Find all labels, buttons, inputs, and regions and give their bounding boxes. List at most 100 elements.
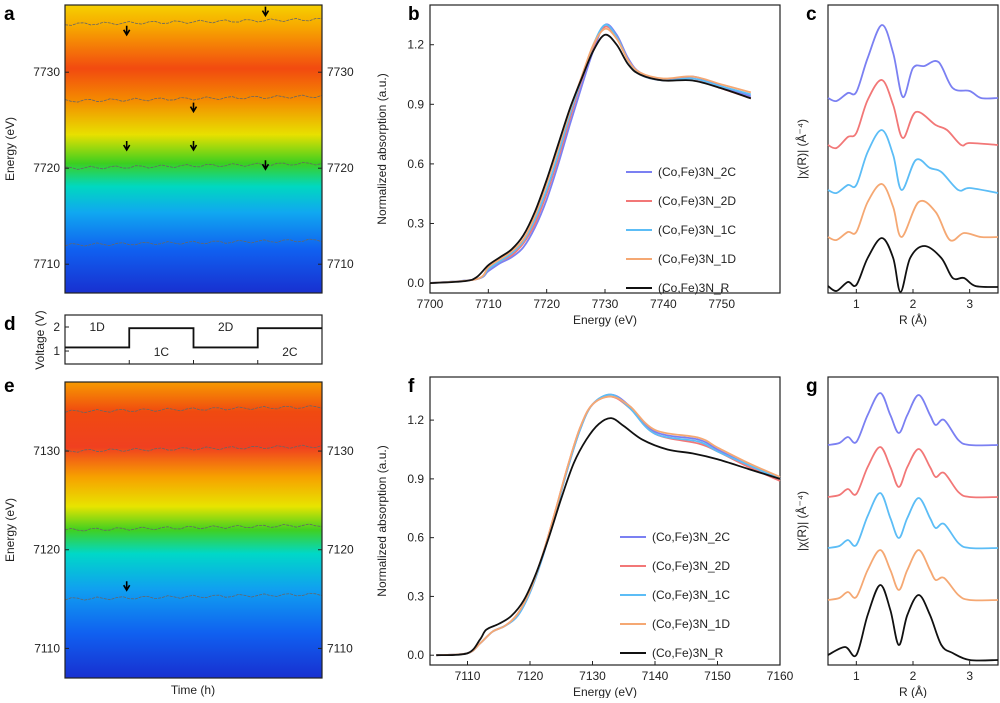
legend-label-1C: (Co,Fe)3N_1C	[658, 223, 736, 237]
panel-f: 7110 7120 7130 7140 7150 7160 0.0 0.3 0.6 0.9 1.2 E…	[375, 376, 794, 699]
legend-label-R: (Co,Fe)3N_R	[652, 646, 724, 660]
series-line-R	[827, 584, 999, 662]
y-tick-label-right: 7710	[327, 257, 354, 271]
panel-a: 7710 7710 7720 7720 7730 7730 Energy (eV)	[3, 4, 354, 294]
ylabel-e: Energy (eV)	[3, 498, 17, 562]
series-line-1D	[827, 549, 999, 602]
frame-g	[827, 376, 999, 666]
arrow-marker	[122, 141, 131, 152]
y-tick-label: 1.2	[407, 413, 424, 427]
arrow-marker	[189, 102, 198, 114]
x-axis-label: Energy (eV)	[573, 313, 637, 327]
frame-c	[827, 4, 999, 294]
segment-label-1D: 1D	[89, 320, 105, 334]
legend-label-2D: (Co,Fe)3N_2D	[658, 194, 736, 208]
segment-label-2D: 2D	[218, 320, 234, 334]
arrow-marker	[261, 160, 270, 171]
series-line-2D	[827, 79, 999, 150]
y-axis-label: Normalized absorption (a.u.)	[375, 73, 389, 224]
frame-f	[429, 376, 781, 666]
y-tick-label: 7120	[33, 543, 60, 557]
contour-line	[64, 238, 323, 247]
series-line-1D	[429, 27, 752, 284]
y-tick-label: 7720	[33, 161, 60, 175]
contour-line	[64, 592, 323, 601]
y-tick-label-right: 7720	[327, 161, 354, 175]
x-tick-label: 7120	[517, 669, 544, 683]
legend-label-R: (Co,Fe)3N_R	[658, 281, 730, 295]
series-line-1C	[827, 492, 999, 550]
x-tick-label: 7740	[650, 297, 677, 311]
series-line-2D	[429, 25, 752, 284]
arrow-marker	[122, 581, 131, 592]
panel-c: 1 2 3 R (Å) |χ(R)| (Å⁻⁴)	[794, 4, 999, 327]
series-line-R	[827, 237, 999, 293]
x-axis-label: R (Å)	[899, 684, 927, 698]
contours-a	[64, 6, 323, 247]
segment-label-2C: 2C	[282, 345, 298, 359]
y-axis-label: Normalized absorption (a.u.)	[375, 445, 389, 596]
arrow-marker	[189, 141, 198, 152]
y-tick-label: 0.9	[407, 97, 424, 111]
panel-e: 7110 7110 7120 7120 7130 7130 Energy (eV) Tim…	[3, 381, 354, 697]
y-tick-label: 0.6	[407, 157, 424, 171]
x-tick-label: 1	[853, 297, 860, 311]
y-tick-label: 7730	[33, 65, 60, 79]
legend-label-1D: (Co,Fe)3N_1D	[652, 617, 730, 631]
legend-label-2C: (Co,Fe)3N_2C	[658, 165, 736, 179]
x-tick-label: 1	[853, 669, 860, 683]
panel-label-b: b	[408, 4, 420, 25]
panel-label-g: g	[806, 376, 818, 397]
x-tick-label: 7110	[455, 669, 481, 683]
frame-e	[64, 381, 323, 679]
x-axis-label: Energy (eV)	[573, 685, 637, 698]
heatmap-e	[65, 382, 322, 678]
x-tick-label: 7720	[533, 297, 560, 311]
x-tick-label: 7700	[417, 297, 444, 311]
frame-b	[429, 4, 781, 294]
x-tick-label: 7710	[475, 297, 502, 311]
x-tick-label: 3	[966, 669, 973, 683]
y-tick-label-right: 7130	[327, 444, 354, 458]
contour-line	[64, 94, 323, 103]
y-tick-label-right: 7730	[327, 65, 354, 79]
series-line-R	[436, 417, 781, 657]
x-tick-label: 7140	[642, 669, 669, 683]
y-tick-label: 0.9	[407, 472, 424, 486]
series-line-1D	[436, 395, 781, 657]
y-tick-label: 7110	[34, 641, 60, 655]
ylabel-d: Voltage (V)	[33, 310, 47, 369]
x-tick-label: 7130	[579, 669, 606, 683]
voltage-line	[65, 327, 322, 349]
series-line-1D	[827, 183, 999, 242]
legend-label-1D: (Co,Fe)3N_1D	[658, 252, 736, 266]
x-tick-label: 7750	[708, 297, 735, 311]
legend-label-1C: (Co,Fe)3N_1C	[652, 588, 730, 602]
panel-d: 1 2 1D 1C 2D 2C Voltage (V)	[33, 310, 323, 370]
x-tick-label: 7730	[592, 297, 619, 311]
panel-b: 7700 7710 7720 7730 7740 7750 0.0 0.3 0.6 0.9 1.2 E…	[375, 4, 781, 327]
legend-label-2D: (Co,Fe)3N_2D	[652, 559, 730, 573]
y-tick-label: 0.3	[407, 589, 424, 603]
y-tick-label: 0.0	[407, 276, 424, 290]
legend-label-2C: (Co,Fe)3N_2C	[652, 530, 730, 544]
y-tick-label: 7710	[33, 257, 60, 271]
x-tick-label: 7160	[767, 669, 794, 683]
y-tick-label: 7130	[33, 444, 60, 458]
x-tick-label: 2	[910, 669, 917, 683]
series-line-2C	[429, 23, 752, 284]
y-tick-label: 0.0	[407, 648, 424, 662]
ylabel-a: Energy (eV)	[3, 117, 17, 181]
y-tick-label: 0.6	[407, 531, 424, 545]
panel-label-e: e	[4, 376, 15, 397]
panel-label-f: f	[408, 376, 415, 397]
series-line-2C	[827, 392, 999, 447]
y-tick-label-right: 7120	[327, 543, 354, 557]
contour-line	[64, 405, 323, 414]
y-tick-label-right: 7110	[327, 641, 353, 655]
y-tick-label: 0.3	[407, 216, 424, 230]
panel-label-d: d	[4, 314, 16, 335]
arrow-marker	[261, 6, 270, 18]
contour-line	[64, 444, 323, 453]
segment-label-1C: 1C	[154, 345, 170, 359]
